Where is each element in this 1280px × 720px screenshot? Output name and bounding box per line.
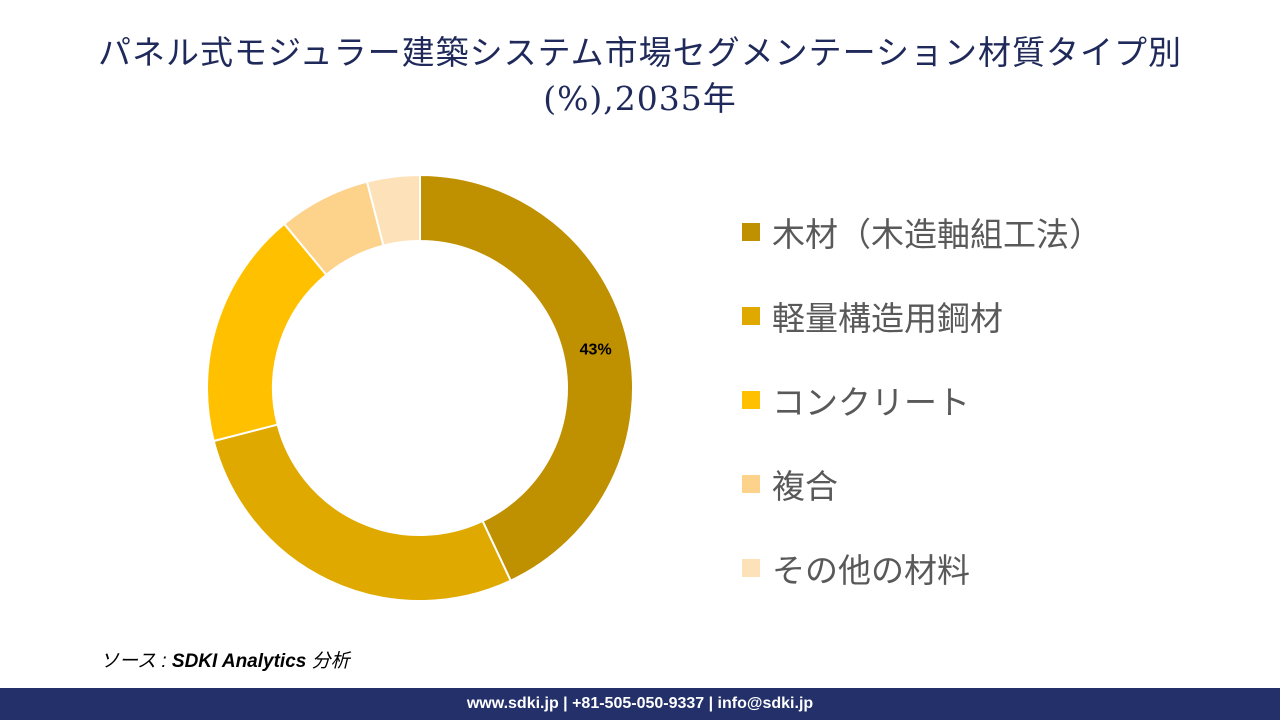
legend-item-5: その他の材料 <box>742 526 1242 610</box>
legend-item-4: 複合 <box>742 442 1242 526</box>
chart-legend: 木材（木造軸組工法） 軽量構造用鋼材 コンクリート 複合その他の材料 <box>742 190 1242 610</box>
legend-swatch <box>742 475 760 493</box>
legend-label: 木材（木造軸組工法） <box>772 215 1102 254</box>
donut-svg: 43% <box>206 173 634 602</box>
legend-item-3: コンクリート <box>742 358 1242 442</box>
legend-item-1: 木材（木造軸組工法） <box>742 190 1242 274</box>
legend-swatch <box>742 307 760 325</box>
legend-label: その他の材料 <box>772 551 970 590</box>
title-line-2: (%),2035年 <box>543 79 737 118</box>
legend-label: コンクリート <box>772 383 970 422</box>
legend-label: 複合 <box>772 467 838 506</box>
source-suffix: 分析 <box>306 651 350 672</box>
footer-contact: www.sdki.jp | +81-505-050-9337 | info@sd… <box>466 695 814 712</box>
legend-swatch <box>742 223 760 241</box>
footer-bar: www.sdki.jp | +81-505-050-9337 | info@sd… <box>0 688 1280 720</box>
donut-chart: 43% <box>190 160 650 620</box>
source-note: ソース : SDKI Analytics 分析 <box>100 646 350 673</box>
slice-label-1: 43% <box>580 342 612 359</box>
donut-slice-1 <box>419 173 634 583</box>
donut-slice-3 <box>206 222 328 443</box>
legend-item-2: 軽量構造用鋼材 <box>742 274 1242 358</box>
chart-title: パネル式モジュラー建築システム市場セグメンテーション材質タイプ別 (%),203… <box>40 30 1240 122</box>
source-prefix: ソース : <box>100 651 172 672</box>
donut-slice-2 <box>212 423 513 602</box>
legend-label: 軽量構造用鋼材 <box>772 299 1003 338</box>
title-line-1: パネル式モジュラー建築システム市場セグメンテーション材質タイプ別 <box>97 33 1183 72</box>
legend-swatch <box>742 391 760 409</box>
source-brand: SDKI Analytics <box>171 651 307 672</box>
legend-swatch <box>742 559 760 577</box>
donut-slice-5 <box>365 173 421 247</box>
